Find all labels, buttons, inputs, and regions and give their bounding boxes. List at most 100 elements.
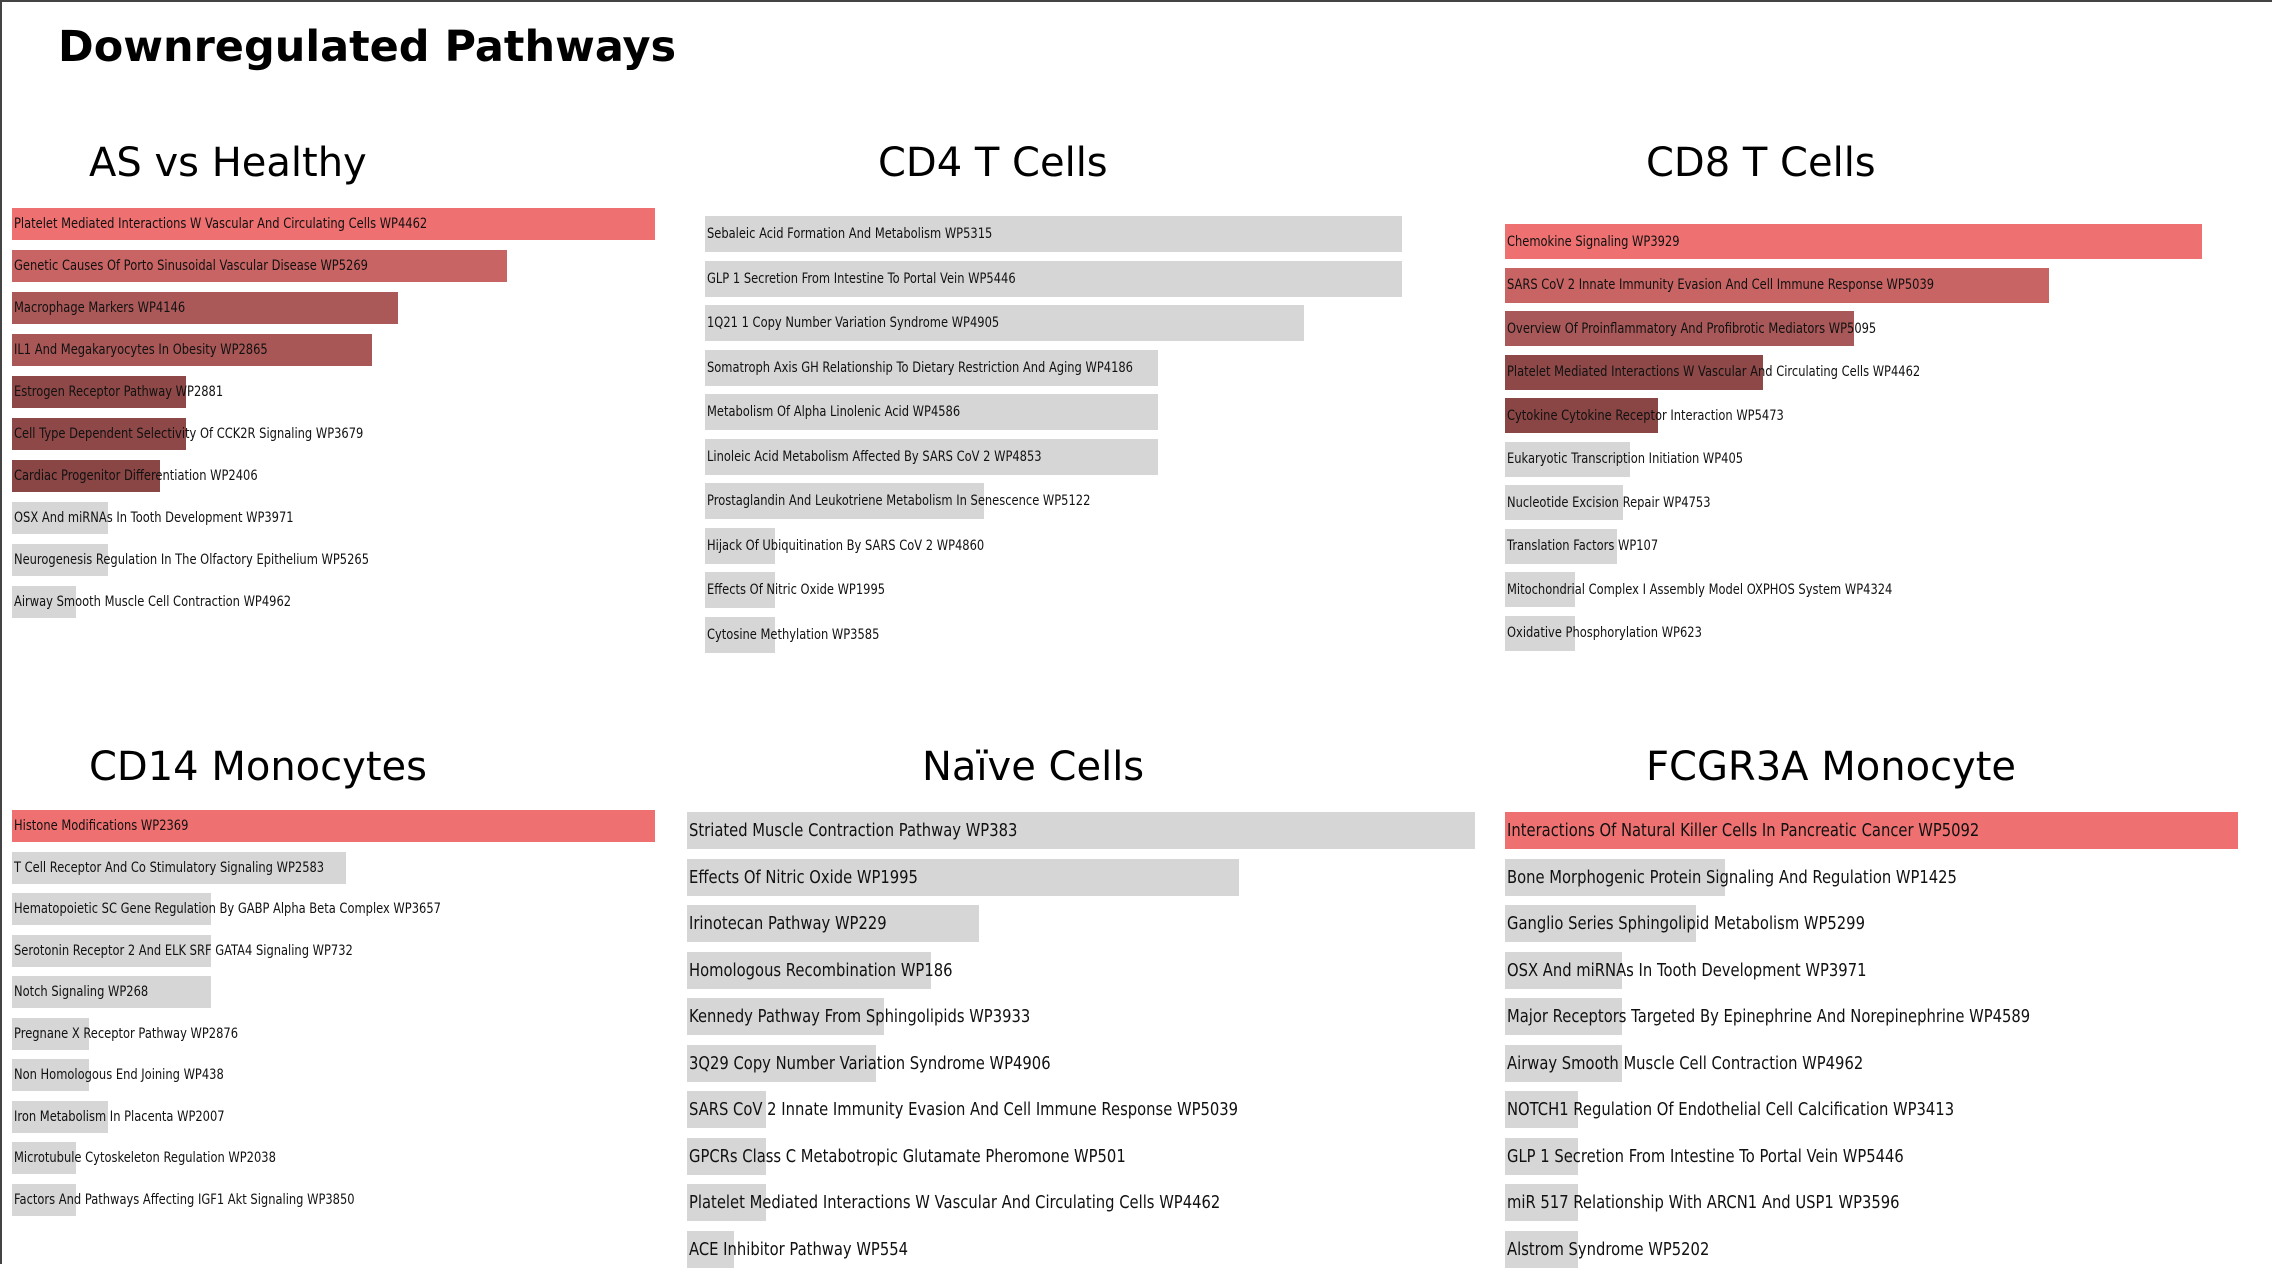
bar-label: Cytokine Cytokine Receptor Interaction W… [1507,407,1784,424]
chart-panel-cd4-t-cells: CD4 T Cells Sebaleic Acid Formation And … [705,140,1405,660]
bar-label: Effects Of Nitric Oxide WP1995 [707,582,886,598]
bar [1505,267,2049,303]
bar-row: Platelet Mediated Interactions W Vascula… [12,208,655,240]
bar-row: Linoleic Acid Metabolism Affected By SAR… [705,438,1402,475]
bar-row: Genetic Causes Of Porto Sinusoidal Vascu… [12,250,655,282]
bar-row: Chemokine Signaling WP3929 [1505,224,2202,259]
bar [705,438,1159,475]
bar [705,527,775,564]
bar-label: Hematopoietic SC Gene Regulation By GABP… [14,901,441,917]
bar-label: Oxidative Phosphorylation WP623 [1507,625,1702,641]
bar-label: Chemokine Signaling WP3929 [1507,233,1680,250]
bar-label: Bone Morphogenic Protein Signaling And R… [1507,866,1957,888]
bar-row: Platelet Mediated Interactions W Vascula… [1505,354,2202,390]
bar [1505,905,1696,942]
bar [705,305,1305,341]
bar-label: Nucleotide Excision Repair WP4753 [1507,494,1711,511]
bar [1505,311,1854,346]
bar-row: Neurogenesis Regulation In The Olfactory… [12,544,655,576]
bar [687,1091,766,1128]
bar-row: Macrophage Markers WP4146 [12,292,655,324]
bar [1505,812,2238,849]
bar-label: Estrogen Receptor Pathway WP2881 [14,384,224,400]
bar-row: Microtubule Cytoskeleton Regulation WP20… [12,1142,655,1174]
bar [687,951,932,989]
bar-row: Somatroph Axis GH Relationship To Dietar… [705,349,1402,386]
bar-row: Cytokine Cytokine Receptor Interaction W… [1505,398,2202,433]
bar [12,334,373,366]
bar-label: Striated Muscle Contraction Pathway WP38… [689,820,1018,841]
bar-row: Alstrom Syndrome WP5202 [1505,1230,2238,1268]
bar-label: Notch Signaling WP268 [14,984,149,1000]
bar [1505,224,2202,259]
bar-label: T Cell Receptor And Co Stimulatory Signa… [14,859,325,876]
bar-row: 1Q21 1 Copy Number Variation Syndrome WP… [705,305,1402,341]
bar-label: GLP 1 Secretion From Intestine To Portal… [1507,1145,1904,1167]
bar-label: Metabolism Of Alpha Linolenic Acid WP458… [707,404,961,420]
bar-row: Interactions Of Natural Killer Cells In … [1505,812,2238,849]
bar-row: Cytosine Methylation WP3585 [705,616,1402,653]
bar-row: Airway Smooth Muscle Cell Contraction WP… [1505,1044,2238,1082]
bar-label: Irinotecan Pathway WP229 [689,913,887,934]
bar-label: Pregnane X Receptor Pathway WP2876 [14,1025,239,1042]
bar-row: Serotonin Receptor 2 And ELK SRF GATA4 S… [12,934,655,967]
bar [12,418,186,450]
bar-label: Airway Smooth Muscle Cell Contraction WP… [1507,1052,1864,1074]
bar-label: Platelet Mediated Interactions W Vascula… [1507,364,1921,380]
bar-label: Serotonin Receptor 2 And ELK SRF GATA4 S… [14,942,353,959]
bar [687,998,884,1035]
bar [12,292,398,324]
bar-row: Ganglio Series Sphingolipid Metabolism W… [1505,905,2238,942]
bar [1505,858,1725,896]
bar-label: Factors And Pathways Affecting IGF1 Akt … [14,1191,355,1208]
bar-label: Alstrom Syndrome WP5202 [1507,1238,1710,1260]
chart-panel-as-vs-healthy: AS vs Healthy Platelet Mediated Interact… [12,140,657,620]
bar [687,1044,877,1082]
bar [12,1059,90,1091]
bar [12,502,109,534]
bar [1505,1091,1579,1128]
bar-row: Eukaryotic Transcription Initiation WP40… [1505,441,2202,477]
bar-label: Effects Of Nitric Oxide WP1995 [689,866,918,888]
bar [12,376,186,408]
chart-panel-cd8-t-cells: CD8 T Cells Chemokine Signaling WP3929 SA… [1505,140,2205,660]
bar-label: SARS CoV 2 Innate Immunity Evasion And C… [1507,277,1935,293]
bar-label: Mitochondrial Complex I Assembly Model O… [1507,581,1893,598]
bar-row: Non Homologous End Joining WP438 [12,1059,655,1091]
bar-label: Overview Of Proinflammatory And Profibro… [1507,320,1877,337]
bar-row: Estrogen Receptor Pathway WP2881 [12,376,655,408]
bar [12,1183,77,1216]
bar-label: Kennedy Pathway From Sphingolipids WP393… [689,1006,1031,1027]
bar-row: miR 517 Relationship With ARCN1 And USP1… [1505,1184,2238,1221]
bar-row: Sebaleic Acid Formation And Metabolism W… [705,216,1402,252]
bar-label: Neurogenesis Regulation In The Olfactory… [14,552,370,568]
bar [1505,528,1617,564]
bar-label: miR 517 Relationship With ARCN1 And USP1… [1507,1192,1900,1213]
bar [12,544,109,576]
bar-label: Cytosine Methylation WP3585 [707,626,880,643]
bar-label: Iron Metabolism In Placenta WP2007 [14,1108,225,1125]
bar [12,893,212,925]
bar [705,260,1402,297]
bar-label: Translation Factors WP107 [1507,538,1659,554]
bar-row: Major Receptors Targeted By Epinephrine … [1505,998,2238,1035]
bar-label: 3Q29 Copy Number Variation Syndrome WP49… [689,1052,1051,1074]
bar-row: Bone Morphogenic Protein Signaling And R… [1505,858,2238,896]
bar-row: GPCRs Class C Metabotropic Glutamate Phe… [687,1137,1475,1175]
bar [1505,485,1624,520]
bar-label: Genetic Causes Of Porto Sinusoidal Vascu… [14,258,368,274]
bar-label: Major Receptors Targeted By Epinephrine … [1507,1006,2031,1027]
bar-row: Iron Metabolism In Placenta WP2007 [12,1100,655,1133]
bar-label: NOTCH1 Regulation Of Endothelial Cell Ca… [1507,1099,1955,1120]
bar-label: ACE Inhibitor Pathway WP554 [689,1238,909,1260]
chart-title: CD14 Monocytes [89,744,427,790]
bar [705,349,1159,386]
bar-row: Overview Of Proinflammatory And Profibro… [1505,311,2202,346]
bar-row: Prostaglandin And Leukotriene Metabolism… [705,483,1402,519]
bar-row: SARS CoV 2 Innate Immunity Evasion And C… [1505,267,2202,303]
bar-row: Irinotecan Pathway WP229 [687,905,1475,942]
bar [705,483,984,519]
bar-label: IL1 And Megakaryocytes In Obesity WP2865 [14,342,268,358]
chart-title: Naïve Cells [922,744,1145,790]
bar-label: Cardiac Progenitor Differentiation WP240… [14,468,258,484]
